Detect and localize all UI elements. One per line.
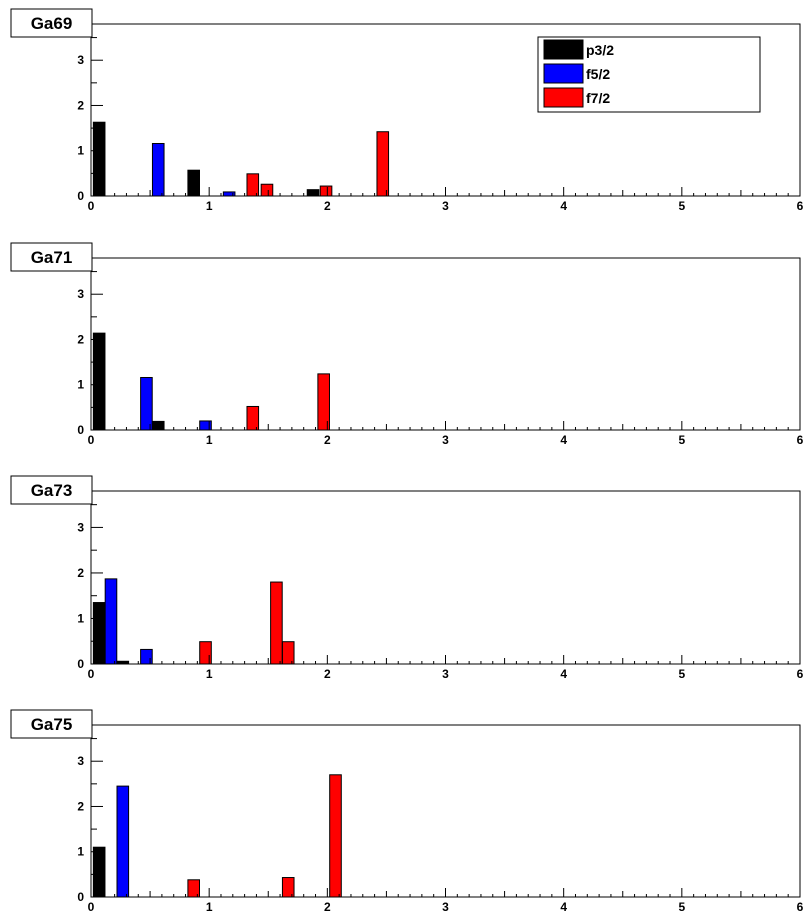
chart-panel-1: 0 1 2 3 4 5 6 0 1 2 3 Ga71 — [10, 242, 804, 447]
legend-swatch-f7-2 — [543, 87, 584, 108]
bar-f7-2-0 — [246, 405, 260, 431]
bar-f7-2-0 — [199, 641, 212, 665]
bar-f7-2-0 — [246, 173, 260, 197]
bar-p3-2-2 — [306, 189, 320, 197]
bar-f7-2-2 — [319, 185, 333, 197]
y-tick-label: 3 — [77, 754, 84, 768]
chart-title-box — [10, 8, 93, 38]
legend-swatch-f5-2 — [543, 63, 584, 84]
y-tick-label: 2 — [77, 98, 84, 112]
chart-title: Ga69 — [31, 14, 73, 33]
bar-f5-2-1 — [222, 191, 236, 197]
y-tick-label: 3 — [77, 53, 84, 67]
x-tick-label: 6 — [797, 900, 804, 914]
bar-f7-2-0 — [187, 879, 200, 898]
legend-label-p3-2: p3/2 — [586, 42, 614, 58]
y-tick-label: 1 — [77, 144, 84, 158]
bar-p3-2-0 — [92, 332, 106, 431]
y-tick-label: 2 — [77, 566, 84, 580]
y-tick-label: 0 — [77, 657, 84, 671]
plot-frame — [90, 257, 801, 431]
x-tick-label: 1 — [206, 900, 213, 914]
x-tick-label: 5 — [678, 433, 685, 447]
y-tick-label: 3 — [77, 520, 84, 534]
x-tick-label: 3 — [442, 900, 449, 914]
x-tick-label: 0 — [88, 900, 95, 914]
bar-p3-2-0 — [92, 121, 106, 197]
y-tick-label: 0 — [77, 423, 84, 437]
chart-title-box — [10, 709, 93, 739]
x-tick-label: 4 — [560, 433, 567, 447]
y-tick-label: 1 — [77, 378, 84, 392]
bar-f5-2-0 — [140, 376, 153, 431]
chart-panel-2: 0 1 2 3 4 5 6 0 1 2 3 Ga73 — [10, 475, 804, 681]
x-tick-label: 1 — [206, 667, 213, 681]
x-tick-label: 1 — [206, 199, 213, 213]
bar-f5-2-0 — [151, 142, 165, 197]
bar-f5-2-0 — [104, 578, 118, 665]
bar-f7-2-3 — [376, 131, 390, 197]
bar-p3-2-0 — [92, 846, 106, 898]
x-tick-label: 4 — [560, 199, 567, 213]
x-tick-label: 3 — [442, 667, 449, 681]
bar-f7-2-1 — [317, 373, 330, 431]
x-tick-label: 2 — [324, 199, 331, 213]
legend-label-f5-2: f5/2 — [586, 66, 610, 82]
x-tick-label: 2 — [324, 667, 331, 681]
bar-f7-2-1 — [260, 183, 274, 197]
chart-title: Ga71 — [31, 248, 73, 267]
x-tick-label: 6 — [797, 667, 804, 681]
x-tick-label: 1 — [206, 433, 213, 447]
chart-panel-0: 0 1 2 3 4 5 6 0 1 2 3 Ga69 p3/2 f5/2 f7/2 — [10, 8, 804, 213]
x-tick-label: 4 — [560, 667, 567, 681]
plot-frame — [90, 724, 801, 898]
y-tick-label: 0 — [77, 189, 84, 203]
plot-frame — [90, 490, 801, 665]
x-tick-label: 3 — [442, 433, 449, 447]
bar-f7-2-1 — [270, 581, 283, 665]
x-tick-label: 6 — [797, 433, 804, 447]
y-tick-label: 2 — [77, 332, 84, 346]
x-tick-label: 5 — [678, 900, 685, 914]
x-tick-label: 2 — [324, 900, 331, 914]
chart-title-box — [10, 475, 93, 505]
y-tick-label: 1 — [77, 611, 84, 625]
x-tick-label: 5 — [678, 199, 685, 213]
legend-label-f7-2: f7/2 — [586, 90, 610, 106]
bar-p3-2-0 — [92, 602, 106, 665]
x-tick-label: 0 — [88, 667, 95, 681]
bar-f5-2-1 — [199, 420, 212, 431]
chart-title: Ga75 — [31, 715, 73, 734]
bar-f7-2-2 — [329, 774, 342, 898]
y-tick-label: 2 — [77, 799, 84, 813]
x-tick-label: 3 — [442, 199, 449, 213]
legend-swatch-p3-2 — [543, 39, 584, 60]
x-tick-label: 0 — [88, 199, 95, 213]
x-tick-label: 2 — [324, 433, 331, 447]
chart-panel-3: 0 1 2 3 4 5 6 0 1 2 3 Ga75 — [10, 709, 804, 914]
x-tick-label: 4 — [560, 900, 567, 914]
bar-f5-2-1 — [140, 648, 153, 665]
x-tick-label: 0 — [88, 433, 95, 447]
x-tick-label: 6 — [797, 199, 804, 213]
chart-title: Ga73 — [31, 481, 73, 500]
y-tick-label: 1 — [77, 845, 84, 859]
bar-f7-2-1 — [281, 877, 295, 898]
x-tick-label: 5 — [678, 667, 685, 681]
y-tick-label: 3 — [77, 287, 84, 301]
chart-title-box — [10, 242, 93, 272]
bar-f5-2-0 — [116, 785, 130, 898]
bar-f7-2-2 — [281, 641, 295, 665]
y-tick-label: 0 — [77, 890, 84, 904]
bar-p3-2-1 — [187, 169, 200, 197]
